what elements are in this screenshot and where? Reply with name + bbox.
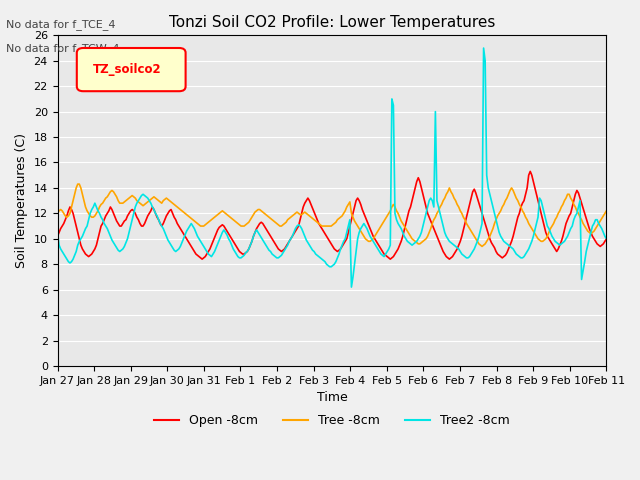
Tree2 -8cm bbox=[54, 229, 61, 235]
Tree -8cm bbox=[74, 181, 81, 187]
Open -8cm bbox=[227, 233, 234, 239]
Line: Open -8cm: Open -8cm bbox=[58, 171, 607, 259]
Open -8cm bbox=[198, 256, 206, 262]
Tree -8cm bbox=[603, 208, 611, 214]
Open -8cm bbox=[590, 236, 598, 241]
Open -8cm bbox=[603, 236, 611, 241]
Tree -8cm bbox=[590, 228, 598, 234]
Tree2 -8cm bbox=[603, 236, 611, 241]
Tree -8cm bbox=[133, 198, 141, 204]
Tree2 -8cm bbox=[480, 45, 488, 51]
Tree2 -8cm bbox=[225, 236, 232, 241]
Tree -8cm bbox=[54, 210, 61, 216]
Tree2 -8cm bbox=[131, 204, 139, 210]
Y-axis label: Soil Temperatures (C): Soil Temperatures (C) bbox=[15, 133, 28, 268]
Tree2 -8cm bbox=[124, 236, 131, 241]
Text: No data for f_TCW_4: No data for f_TCW_4 bbox=[6, 43, 120, 54]
X-axis label: Time: Time bbox=[317, 391, 348, 404]
Open -8cm bbox=[124, 213, 131, 219]
Tree2 -8cm bbox=[348, 284, 355, 290]
Open -8cm bbox=[527, 168, 534, 174]
Tree -8cm bbox=[227, 214, 234, 220]
Line: Tree -8cm: Tree -8cm bbox=[58, 184, 607, 246]
Title: Tonzi Soil CO2 Profile: Lower Temperatures: Tonzi Soil CO2 Profile: Lower Temperatur… bbox=[169, 15, 495, 30]
Tree2 -8cm bbox=[564, 233, 572, 239]
Text: No data for f_TCE_4: No data for f_TCE_4 bbox=[6, 19, 116, 30]
Open -8cm bbox=[214, 227, 221, 233]
Text: TZ_soilco2: TZ_soilco2 bbox=[93, 63, 161, 76]
Tree -8cm bbox=[564, 192, 572, 197]
Tree2 -8cm bbox=[212, 245, 220, 251]
Open -8cm bbox=[54, 233, 61, 239]
Open -8cm bbox=[564, 217, 572, 223]
Legend: Open -8cm, Tree -8cm, Tree2 -8cm: Open -8cm, Tree -8cm, Tree2 -8cm bbox=[149, 409, 515, 432]
Tree -8cm bbox=[214, 212, 221, 217]
Tree -8cm bbox=[125, 195, 133, 201]
Line: Tree2 -8cm: Tree2 -8cm bbox=[58, 48, 607, 287]
Tree2 -8cm bbox=[590, 221, 598, 227]
Tree -8cm bbox=[478, 243, 486, 249]
Open -8cm bbox=[131, 210, 139, 216]
